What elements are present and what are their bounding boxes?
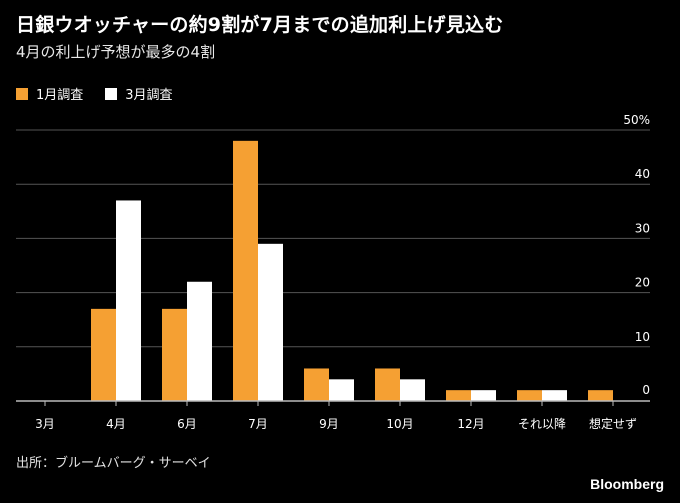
x-tick-label: 10月 (386, 417, 413, 431)
bar-series-1 (446, 390, 471, 401)
chart-title: 日銀ウオッチャーの約9割が7月までの追加利上げ見込む (16, 14, 504, 36)
bar-chart: 0 10 20 30 40 50% 3月 4月 6月 7月 9月 10月 12月 それ以降 想定せず (16, 113, 650, 431)
x-tick-label: 6月 (177, 417, 197, 431)
bar-series-2 (187, 281, 212, 401)
y-tick-label: 50% (623, 113, 650, 127)
bar-series-1 (162, 308, 187, 401)
bar-series-1 (304, 368, 329, 401)
bar-series-1 (375, 368, 400, 401)
legend-swatch-series-1 (16, 87, 28, 100)
bar-series-2 (116, 200, 141, 401)
legend-label-series-1: 1月調査 (36, 88, 84, 103)
x-tick-label: 想定せず (589, 416, 637, 431)
legend-item-series-1: 1月調査 (16, 84, 83, 103)
bar-series-2 (329, 379, 354, 401)
bar-series-2 (471, 390, 496, 401)
legend-item-series-2: 3月調査 (105, 84, 173, 103)
x-tick-label: それ以降 (518, 417, 566, 431)
legend-swatch-series-2 (105, 87, 118, 100)
y-tick-label: 40 (635, 167, 650, 181)
bar-series-1 (517, 390, 542, 401)
bar-series-2 (400, 379, 425, 401)
y-tick-label: 20 (635, 276, 650, 290)
bar-series-1 (233, 140, 258, 401)
bar-series-2 (542, 390, 567, 401)
x-tick-label: 4月 (106, 417, 126, 431)
y-tick-label: 10 (635, 330, 650, 344)
x-tick-label: 12月 (457, 417, 484, 431)
y-tick-label: 30 (635, 221, 650, 235)
legend: 1月調査 3月調査 (16, 84, 173, 103)
x-tick-label: 9月 (319, 417, 339, 431)
legend-label-series-2: 3月調査 (125, 88, 173, 103)
x-tick-label: 7月 (248, 417, 268, 431)
chart-subtitle: 4月の利上げ予想が最多の4割 (16, 43, 216, 61)
source-note: 出所：ブルームバーグ・サーベイ (16, 456, 211, 471)
bar-series-2 (258, 243, 283, 401)
bar-series-1 (588, 390, 613, 401)
bar-series-1 (91, 308, 116, 401)
bloomberg-logo: Bloomberg (590, 476, 664, 492)
x-tick-label: 3月 (35, 417, 55, 431)
y-tick-label: 0 (642, 383, 650, 397)
